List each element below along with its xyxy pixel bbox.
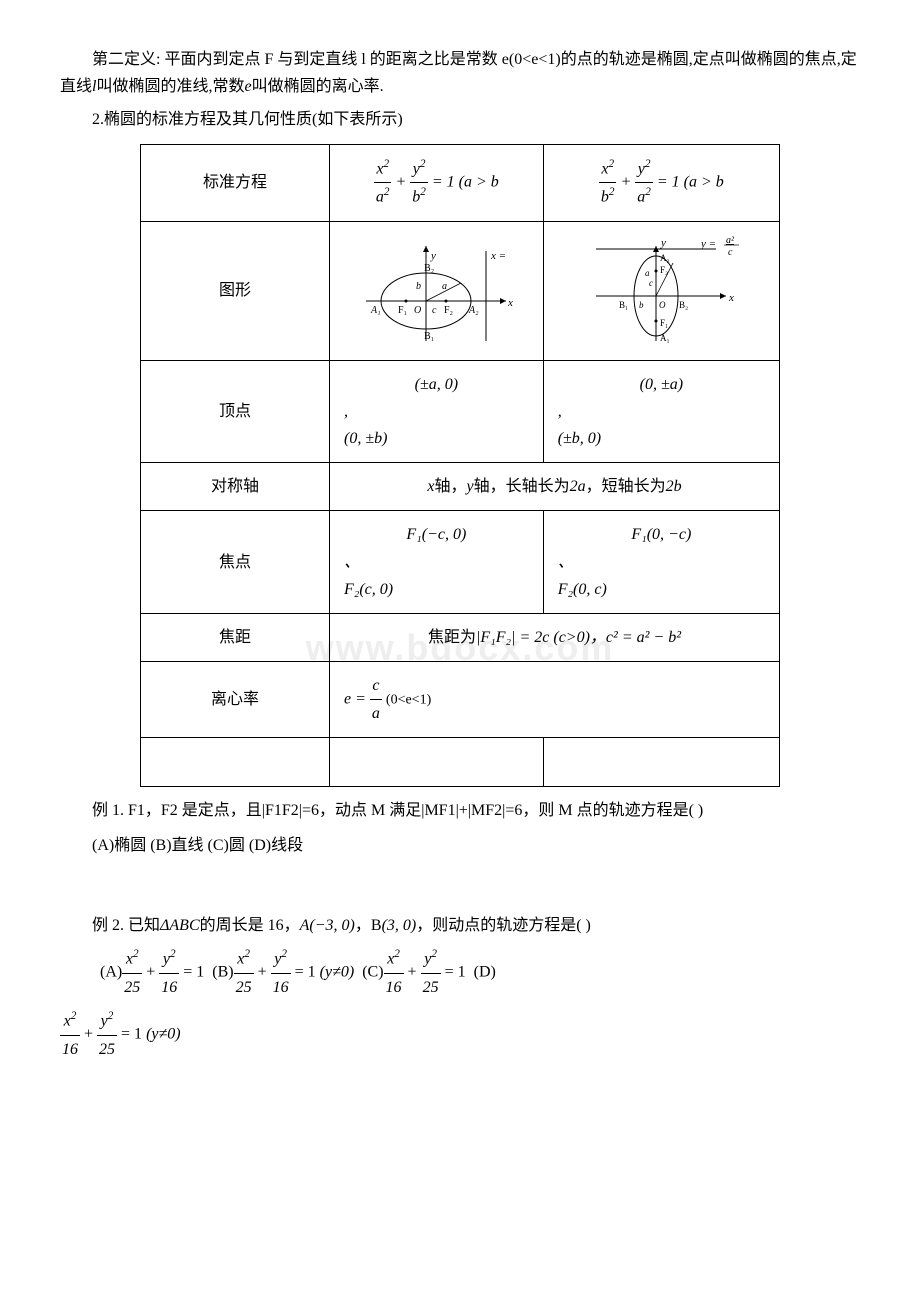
label-axis: 对称轴 (141, 463, 330, 511)
definition-2-paragraph: 第二定义: 平面内到定点 F 与到定直线 l 的距离之比是常数 e(0<e<1)… (60, 46, 860, 100)
opt-b-label: (B) (212, 964, 233, 981)
svg-text:A₂: A₂ (468, 305, 479, 316)
svg-text:B₂: B₂ (679, 300, 688, 310)
opt-c-label: (C) (362, 964, 383, 981)
example-1-options: (A)椭圆 (B)直线 (C)圆 (D)线段 (60, 832, 860, 859)
svg-text:x =: x = (490, 250, 506, 262)
svg-text:c: c (649, 278, 653, 288)
svg-text:A₂: A₂ (660, 253, 670, 263)
svg-text:y: y (660, 237, 666, 249)
row-standard-equation: 标准方程 x2a2 + y2b2 = 1 (a > b x2b2 + y2a2 … (141, 144, 780, 221)
svg-text:a: a (645, 268, 650, 278)
svg-text:a: a (442, 281, 447, 292)
vertex-horizontal: (±a, 0), (0, ±b) (330, 360, 544, 463)
label-figure: 图形 (141, 221, 330, 360)
figure-vertical-ellipse: y y = a² c A₂ F₂ a c B₁ b O B₂ F₁ A₁ x (543, 221, 779, 360)
svg-text:y =: y = (700, 238, 716, 250)
focal-dist-content: 焦距为|F₁F₂| = 2c (c>0)，c² = a² − b² (330, 613, 780, 661)
row-vertex: 顶点 (±a, 0), (0, ±b) (0, ±a), (±b, 0) (141, 360, 780, 463)
figure-horizontal-ellipse: y x = B₂ b a A₁ F₁ O c F₂ A₂ B₁ x (330, 221, 544, 360)
focus-horizontal: F₁(−c, 0)、 F₂(c, 0) (330, 511, 544, 614)
svg-text:x: x (728, 292, 734, 304)
ecc-content: e = ca (0<e<1) (330, 662, 780, 738)
svg-text:b: b (416, 281, 421, 292)
label-ecc: 离心率 (141, 662, 330, 738)
svg-text:F₂: F₂ (444, 305, 453, 316)
row-eccentricity: 离心率 e = ca (0<e<1) (141, 662, 780, 738)
label-focus: 焦点 (141, 511, 330, 614)
svg-text:c: c (432, 305, 437, 316)
label-vertex: 顶点 (141, 360, 330, 463)
svg-text:F₂: F₂ (660, 265, 668, 275)
example-2-text: 例 2. 已知ΔABC的周长是 16，A(−3, 0)，BB(3, 0)(3, … (60, 912, 860, 939)
empty-label (141, 738, 330, 786)
svg-text:B₂: B₂ (424, 263, 434, 274)
example-2-options: (A)x225 + y216 = 1 (B)x225 + y216 = 1 (y… (60, 945, 860, 1001)
ellipse-vertical-svg: y y = a² c A₂ F₂ a c B₁ b O B₂ F₁ A₁ x (561, 231, 761, 351)
empty-c1 (330, 738, 544, 786)
svg-text:a²: a² (726, 235, 735, 246)
svg-text:b: b (639, 300, 644, 310)
std-eq-horizontal: x2a2 + y2b2 = 1 (a > b (330, 144, 544, 221)
example-2-option-d-continued: x216 + y225 = 1 (y≠0) (60, 1007, 860, 1063)
empty-c2 (543, 738, 779, 786)
svg-text:O: O (414, 305, 421, 316)
row-focal-distance: 焦距 焦距为|F₁F₂| = 2c (c>0)，c² = a² − b² (141, 613, 780, 661)
std-eq-vertical: x2b2 + y2a2 = 1 (a > b (543, 144, 779, 221)
svg-text:A₁: A₁ (370, 305, 381, 316)
row-focus: 焦点 F₁(−c, 0)、 F₂(c, 0) F₁(0, −c)、 F₂(0, … (141, 511, 780, 614)
svg-text:B₁: B₁ (619, 300, 628, 310)
svg-text:c: c (728, 247, 733, 258)
svg-text:A₁: A₁ (660, 333, 670, 343)
label-std-eq: 标准方程 (141, 144, 330, 221)
ellipse-properties-table: 标准方程 x2a2 + y2b2 = 1 (a > b x2b2 + y2a2 … (140, 144, 780, 787)
ellipse-horizontal-svg: y x = B₂ b a A₁ F₁ O c F₂ A₂ B₁ x (346, 231, 526, 351)
svg-text:F₁: F₁ (660, 318, 668, 328)
svg-text:O: O (659, 300, 666, 310)
opt-a-label: (A) (100, 964, 122, 981)
label-focal-dist: 焦距 (141, 613, 330, 661)
def2-end: 叫做椭圆的离心率. (252, 78, 384, 95)
svg-text:B₁: B₁ (424, 331, 434, 342)
svg-text:x: x (507, 297, 513, 309)
axis-content: x轴，y轴，长轴长为2a，短轴长为2b (330, 463, 780, 511)
section-2-heading: 2.椭圆的标准方程及其几何性质(如下表所示) (60, 106, 860, 133)
vertex-vertical: (0, ±a), (±b, 0) (543, 360, 779, 463)
row-empty (141, 738, 780, 786)
row-axis: 对称轴 x轴，y轴，长轴长为2a，短轴长为2b (141, 463, 780, 511)
row-figure: 图形 y x = B₂ b a A₁ F₁ O c F (141, 221, 780, 360)
svg-text:F₁: F₁ (398, 305, 407, 316)
opt-d-label: (D) (474, 964, 496, 981)
svg-text:y: y (430, 250, 436, 262)
def2-mid: 叫做椭圆的准线,常数 (96, 78, 244, 95)
focus-vertical: F₁(0, −c)、 F₂(0, c) (543, 511, 779, 614)
def2-e: e (244, 78, 251, 95)
example-1-text: 例 1. F1，F2 是定点，且|F1F2|=6，动点 M 满足|MF1|+|M… (60, 797, 860, 824)
